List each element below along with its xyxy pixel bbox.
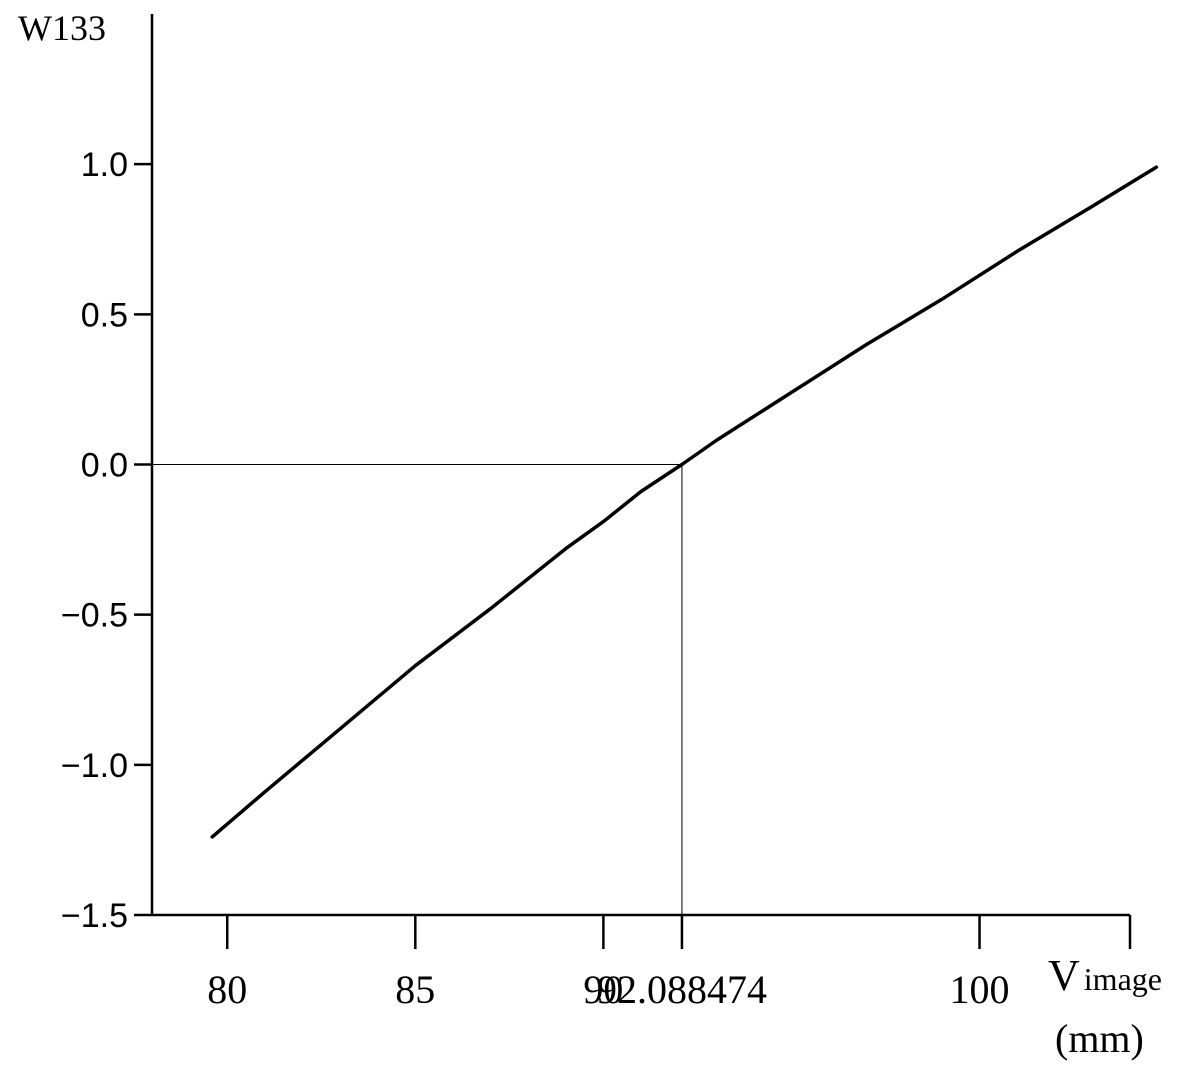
y-axis-label: W133	[18, 8, 106, 48]
reference-lines	[152, 464, 683, 915]
y-tick-label: 1.0	[81, 146, 128, 184]
y-axis: 1.0 0.5 0.0 −0.5 −1.0 −1.5	[61, 146, 152, 935]
x-axis-label-sub: image	[1084, 961, 1162, 997]
x-tick-label: 85	[395, 967, 435, 1012]
x-axis-unit: (mm)	[1055, 1016, 1144, 1061]
y-tick-label: −1.5	[61, 897, 128, 935]
x-tick-label: 100	[950, 967, 1010, 1012]
y-tick-label: 0.0	[81, 447, 128, 485]
y-tick-label: 0.5	[81, 296, 128, 334]
series-line	[210, 165, 1159, 839]
y-tick-label: −0.5	[61, 597, 128, 635]
x-tick-label: 92.088474	[597, 967, 767, 1012]
x-tick-label: 90	[583, 967, 623, 1012]
series-layer	[210, 165, 1159, 839]
x-tick-label: 80	[207, 967, 247, 1012]
y-tick-label: −1.0	[61, 747, 128, 785]
x-axis-label-main: V	[1048, 951, 1080, 1000]
